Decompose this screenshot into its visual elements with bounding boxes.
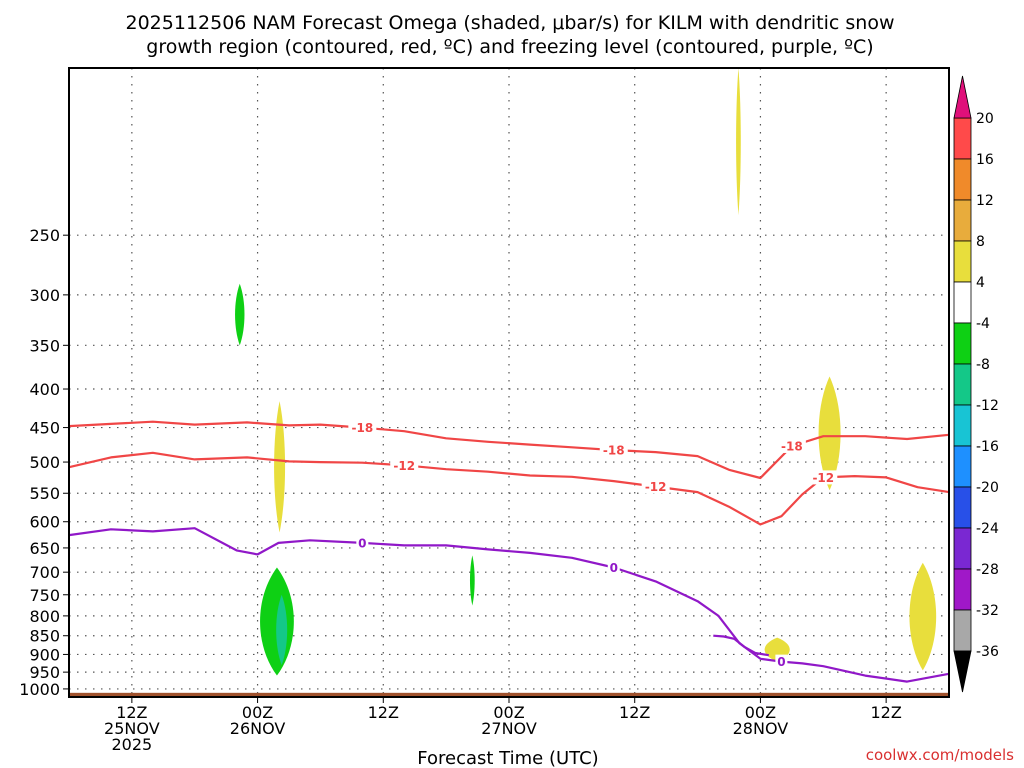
chart-title-line-1: 2025112506 NAM Forecast Omega (shaded, μ… <box>126 12 895 34</box>
colorbar: 20 16 12 8 4 -4 -8 -12 -16 -20 -24 -28 -32 -36 <box>953 75 999 693</box>
colorbar-bin <box>953 240 972 283</box>
x-tick-label: 00Z <box>242 703 273 722</box>
y-tick-label: 300 <box>29 286 60 305</box>
contour-label-background <box>348 420 377 435</box>
x-tick-label: 00Z <box>493 703 524 722</box>
contour-line <box>68 527 950 683</box>
y-tick-label: 950 <box>29 663 60 682</box>
colorbar-tick-label: -20 <box>976 480 999 496</box>
contour-label: -18 <box>603 444 625 458</box>
y-tick-label: 800 <box>29 607 60 626</box>
y-tick-label: 900 <box>29 645 60 664</box>
colorbar-bin <box>953 322 972 365</box>
colorbar-under-arrow <box>953 650 972 693</box>
colorbar-tick-label: 20 <box>976 111 994 127</box>
colorbar-tick-label: -32 <box>976 603 999 619</box>
y-axis-ticks: 2503003504004505005506006507007508008509… <box>19 226 69 699</box>
y-tick-label: 650 <box>29 539 60 558</box>
contour-label-background <box>390 458 419 473</box>
colorbar-tick-label: -36 <box>976 644 999 660</box>
colorbar-bin <box>953 609 972 652</box>
colorbar-bin <box>953 117 972 160</box>
colorbar-tick-label: -16 <box>976 439 999 455</box>
omega-shaded-region <box>736 68 741 215</box>
x-tick-label: 26NOV <box>230 719 286 738</box>
contour-label: -12 <box>812 471 834 485</box>
contour-label-background <box>809 470 838 485</box>
contour-label: -18 <box>781 439 803 453</box>
omega-shaded-region <box>909 562 937 671</box>
ground-surface <box>70 692 948 696</box>
colorbar-tick-label: 12 <box>976 193 994 209</box>
y-tick-label: 350 <box>29 336 60 355</box>
x-tick-label: 12Z <box>116 703 147 722</box>
x-tick-label: 12Z <box>368 703 399 722</box>
chart-title-line-2: growth region (contoured, red, ºC) and f… <box>146 36 873 58</box>
contour-line <box>713 634 769 657</box>
colorbar-bin <box>953 568 972 611</box>
x-tick-label: 25NOV <box>104 719 160 738</box>
contour-label: -18 <box>351 421 373 435</box>
x-tick-label: 12Z <box>870 703 901 722</box>
colorbar-bin <box>953 158 972 201</box>
contour-label: 0 <box>777 655 785 669</box>
y-tick-label: 450 <box>29 419 60 438</box>
x-tick-label: 12Z <box>619 703 650 722</box>
x-tick-label: 2025 <box>111 735 152 754</box>
x-tick-label: 28NOV <box>733 719 789 738</box>
x-tick-label: 00Z <box>745 703 776 722</box>
colorbar-over-arrow <box>953 75 972 119</box>
contour-label-background <box>356 535 369 550</box>
plot-background <box>69 68 949 697</box>
contour-layer: -18 -18 -18 -12 -12 -12 0 0 0 <box>68 420 950 683</box>
omega-shaded-region <box>469 555 475 606</box>
x-tick-label: 27NOV <box>481 719 537 738</box>
colorbar-bin <box>953 486 972 529</box>
colorbar-tick-label: -24 <box>976 521 999 537</box>
contour-label-background <box>641 479 670 494</box>
colorbar-bin <box>953 363 972 406</box>
contour-label: -12 <box>645 480 667 494</box>
colorbar-tick-label: -8 <box>976 357 990 373</box>
colorbar-tick-label: -4 <box>976 316 990 332</box>
contour-label-background <box>775 654 788 669</box>
colorbar-tick-label: -28 <box>976 562 999 578</box>
y-tick-label: 500 <box>29 453 60 472</box>
omega-shaded-region <box>276 594 288 666</box>
colorbar-bin <box>953 445 972 488</box>
omega-shaded-region <box>274 401 286 533</box>
y-tick-label: 700 <box>29 563 60 582</box>
y-tick-label: 1000 <box>19 680 60 699</box>
colorbar-tick-label: 4 <box>976 275 985 291</box>
grid <box>69 68 949 697</box>
y-tick-label: 750 <box>29 586 60 605</box>
contour-label-background <box>777 438 806 453</box>
colorbar-bin <box>953 404 972 447</box>
ground-layer <box>70 692 948 696</box>
y-tick-label: 250 <box>29 226 60 245</box>
y-tick-label: 850 <box>29 627 60 646</box>
credit-link[interactable]: coolwx.com/models <box>866 746 1014 764</box>
y-tick-label: 550 <box>29 484 60 503</box>
y-tick-label: 400 <box>29 380 60 399</box>
contour-label: -12 <box>393 459 415 473</box>
omega-shaded-region <box>818 376 841 491</box>
omega-shading <box>235 68 937 676</box>
y-tick-label: 600 <box>29 513 60 532</box>
contour-label: 0 <box>610 561 618 575</box>
colorbar-bin <box>953 527 972 570</box>
colorbar-tick-label: 16 <box>976 152 994 168</box>
contour-label: 0 <box>358 536 366 550</box>
contour-label-background <box>599 443 628 458</box>
plot-area: -18 -18 -18 -12 -12 -12 0 0 0 <box>68 67 950 698</box>
colorbar-bin <box>953 281 972 324</box>
colorbar-bin <box>953 199 972 242</box>
omega-shaded-region <box>235 283 245 346</box>
x-axis-label: Forecast Time (UTC) <box>417 748 598 768</box>
colorbar-tick-label: -12 <box>976 398 999 414</box>
contour-label-background <box>607 560 620 575</box>
colorbar-tick-label: 8 <box>976 234 985 250</box>
